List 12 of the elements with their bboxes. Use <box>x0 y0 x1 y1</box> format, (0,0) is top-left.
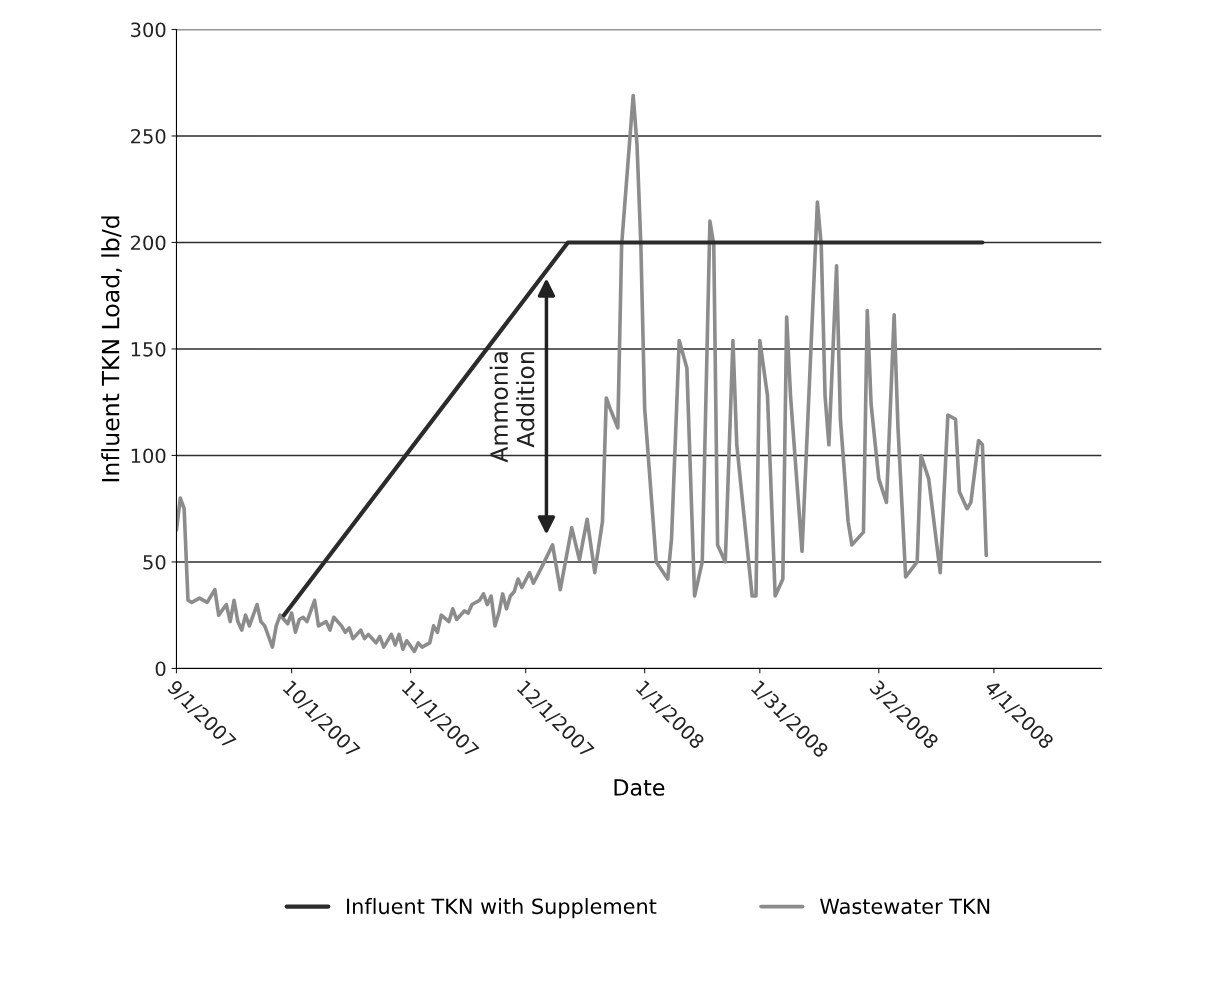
y-tick-label: 300 <box>131 22 166 38</box>
y-tick-label: 250 <box>131 128 166 144</box>
y-tick-label: 0 <box>155 661 166 677</box>
annotation: Ammonia Addition <box>489 352 535 463</box>
y-tick-label: 100 <box>131 448 166 464</box>
legend-label: Influent TKN with Supplement <box>347 898 657 919</box>
y-tick-label: 50 <box>143 554 166 570</box>
x-axis-title: Date <box>614 779 665 796</box>
y-axis-title: Influent TKN Load, lb/d <box>101 216 122 482</box>
legend-label: Wastewater TKN <box>820 898 990 915</box>
y-tick-label: 150 <box>131 341 166 357</box>
y-tick-label: 200 <box>131 235 166 251</box>
